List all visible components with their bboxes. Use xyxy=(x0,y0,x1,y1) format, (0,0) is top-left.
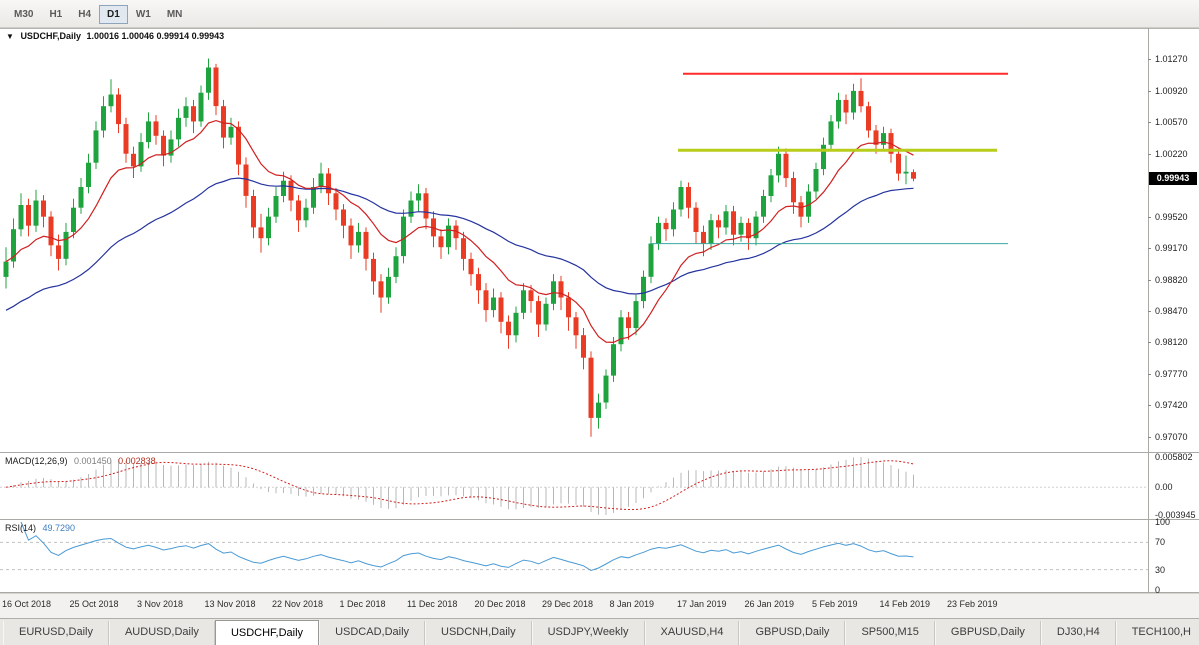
rsi-value: 49.7290 xyxy=(42,523,76,533)
rsi-axis-label: 30 xyxy=(1155,565,1166,575)
price-tick xyxy=(1148,122,1151,123)
chart-tabs-bar: EURUSD,Daily AUDUSD,Daily USDCHF,Daily USDC… xyxy=(0,618,1199,645)
chart-tab-usdcad-daily[interactable]: USDCAD,Daily xyxy=(319,621,426,645)
date-label: 3 Nov 2018 xyxy=(137,599,184,609)
date-label: 8 Jan 2019 xyxy=(609,599,655,609)
price-tick xyxy=(1148,311,1151,312)
period-button-m30[interactable]: M30 xyxy=(6,5,41,24)
date-label: 17 Jan 2019 xyxy=(677,599,727,609)
price-tick xyxy=(1148,280,1151,281)
chart-tab-usdchf-daily[interactable]: USDCHF,Daily xyxy=(214,620,320,645)
chart-tab-eurusd-daily[interactable]: EURUSD,Daily xyxy=(3,621,109,645)
macd-axis-label: 0.005802 xyxy=(1155,452,1193,462)
price-axis-label: 0.98470 xyxy=(1155,306,1188,316)
rsi-line xyxy=(20,521,914,572)
chart-ohlc-values: 1.00016 1.00046 0.99914 0.99943 xyxy=(86,31,225,41)
price-axis-label: 0.97770 xyxy=(1155,369,1188,379)
macd-panel-separator[interactable] xyxy=(0,452,1199,453)
price-scale[interactable]: 1.01270 1.00920 1.00570 1.00220 0.99520 0.991… xyxy=(1148,28,1199,595)
price-tick xyxy=(1148,217,1151,218)
toolbar: M30 H1 H4 D1 W1 MN xyxy=(0,0,1199,28)
date-label: 22 Nov 2018 xyxy=(272,599,324,609)
date-label: 14 Feb 2019 xyxy=(879,599,931,609)
period-button-d1[interactable]: D1 xyxy=(99,4,128,24)
timeframe-switcher: M30 H1 H4 D1 W1 MN xyxy=(6,4,190,24)
price-axis-label: 0.99170 xyxy=(1155,243,1188,253)
period-button-mn[interactable]: MN xyxy=(159,5,191,24)
chart-tab-gbpusd-daily[interactable]: GBPUSD,Daily xyxy=(739,621,846,645)
price-tick xyxy=(1148,91,1151,92)
ma-slow-line xyxy=(5,177,914,311)
main-chart[interactable] xyxy=(0,28,1148,452)
rsi-panel-separator[interactable] xyxy=(0,519,1199,520)
price-tick xyxy=(1148,405,1151,406)
price-axis-label: 0.99520 xyxy=(1155,212,1188,222)
date-label: 11 Dec 2018 xyxy=(407,599,458,609)
price-axis-label: 0.97420 xyxy=(1155,400,1188,410)
price-axis-label: 1.00570 xyxy=(1155,117,1188,127)
chart-tab-audusd-daily[interactable]: AUDUSD,Daily xyxy=(108,621,215,645)
period-button-h1[interactable]: H1 xyxy=(41,5,70,24)
macd-main-value: 0.001450 xyxy=(74,456,112,466)
price-tick xyxy=(1148,437,1151,438)
date-label: 20 Dec 2018 xyxy=(474,599,526,609)
chart-tab-sp500-m15[interactable]: SP500,M15 xyxy=(845,621,935,645)
date-label: 29 Dec 2018 xyxy=(542,599,594,609)
candlesticks xyxy=(3,58,916,437)
price-tick xyxy=(1148,59,1151,60)
date-label: 13 Nov 2018 xyxy=(204,599,256,609)
rsi-axis-label: 70 xyxy=(1155,537,1166,547)
current-price-badge: 0.99943 xyxy=(1149,172,1197,185)
macd-axis-label: 0.00 xyxy=(1155,482,1173,492)
rsi-axis-label: 0 xyxy=(1155,585,1161,595)
chart-tab-usdcnh-daily[interactable]: USDCNH,Daily xyxy=(425,621,532,645)
chart-tab-tech100-h[interactable]: TECH100,H xyxy=(1115,621,1199,645)
date-label: 25 Oct 2018 xyxy=(69,599,119,609)
macd-panel[interactable] xyxy=(0,453,1148,519)
rsi-label: RSI(14) 49.7290 xyxy=(5,523,79,533)
date-label: 23 Feb 2019 xyxy=(947,599,998,609)
price-tick xyxy=(1148,342,1151,343)
price-tick xyxy=(1148,374,1151,375)
chart-ohlc-label: ▼ USDCHF,Daily 1.00016 1.00046 0.99914 0… xyxy=(6,31,227,41)
date-label: 5 Feb 2019 xyxy=(812,599,858,609)
rsi-panel[interactable] xyxy=(0,520,1148,592)
date-label: 1 Dec 2018 xyxy=(339,599,386,609)
price-axis-label: 0.98820 xyxy=(1155,275,1188,285)
macd-signal-line xyxy=(5,460,914,510)
price-axis-label: 0.97070 xyxy=(1155,432,1188,442)
macd-histogram xyxy=(13,457,914,515)
chart-tab-usdjpy-weekly[interactable]: USDJPY,Weekly xyxy=(531,621,645,645)
macd-label: MACD(12,26,9) 0.001450 0.002838 xyxy=(5,456,160,466)
chart-symbol-label: USDCHF,Daily xyxy=(20,31,81,41)
chart-tab-dj30-h4[interactable]: DJ30,H4 xyxy=(1040,621,1116,645)
price-axis-label: 1.00920 xyxy=(1155,86,1188,96)
chart-tab-gbpusd-daily[interactable]: GBPUSD,Daily xyxy=(934,621,1041,645)
price-scale-divider xyxy=(1148,28,1149,593)
price-axis-label: 0.98120 xyxy=(1155,337,1188,347)
period-button-h4[interactable]: H4 xyxy=(70,5,99,24)
ma-fast-line xyxy=(5,119,914,344)
chart-tab-xauusd-h4[interactable]: XAUUSD,H4 xyxy=(644,621,740,645)
time-axis[interactable]: 16 Oct 2018 25 Oct 2018 3 Nov 2018 13 Nov 2… xyxy=(0,593,1199,618)
date-label: 16 Oct 2018 xyxy=(2,599,52,609)
macd-name: MACD(12,26,9) xyxy=(5,456,68,466)
price-tick xyxy=(1148,154,1151,155)
rsi-axis-label: 100 xyxy=(1155,517,1171,527)
period-button-w1[interactable]: W1 xyxy=(128,5,159,24)
date-label: 26 Jan 2019 xyxy=(744,599,795,609)
price-axis-label: 1.01270 xyxy=(1155,54,1188,64)
macd-axis-label: -0.003945 xyxy=(1155,510,1196,520)
price-tick xyxy=(1148,248,1151,249)
price-axis-label: 1.00220 xyxy=(1155,149,1188,159)
chart-menu-icon[interactable]: ▼ xyxy=(6,32,14,41)
rsi-name: RSI(14) xyxy=(5,523,37,533)
time-axis-separator xyxy=(0,592,1199,593)
macd-signal-value: 0.002838 xyxy=(118,456,156,466)
